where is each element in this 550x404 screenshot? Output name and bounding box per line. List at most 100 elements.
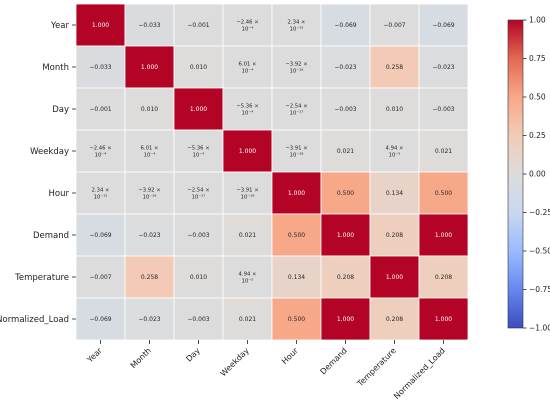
heatmap-cell: [320, 213, 371, 257]
cell-value: 10⁻¹⁸: [290, 152, 304, 159]
heatmap-cell: [369, 87, 420, 131]
heatmap-cell: [75, 129, 126, 173]
heatmap-cell: [418, 213, 469, 257]
heatmap-cell: [173, 129, 224, 173]
heatmap-cell: [124, 255, 175, 299]
cell-value: 10⁻¹⁷: [192, 194, 206, 201]
cell-value: −0.069: [89, 232, 111, 239]
cell-value: 1.000: [92, 22, 109, 29]
cell-value: 1.000: [386, 274, 403, 281]
colorbar-tick-label: −1.00: [529, 324, 550, 333]
heatmap-cell: [369, 255, 420, 299]
colorbar-tick-label: 0.50: [529, 93, 546, 102]
cell-value: 0.208: [386, 316, 403, 323]
cell-value: 0.208: [435, 274, 452, 281]
cell-value: −0.033: [138, 22, 160, 29]
heatmap-cell: [124, 87, 175, 131]
cell-value: 10⁻⁴: [242, 26, 254, 33]
cell-value: 0.208: [337, 274, 354, 281]
row-label: Year: [50, 21, 70, 31]
cell-value: 1.000: [239, 148, 256, 155]
heatmap-cell: [320, 45, 371, 89]
cell-value: −0.069: [432, 22, 454, 29]
cell-value: 10⁻¹⁶: [143, 194, 157, 201]
cell-value: 0.500: [337, 190, 354, 197]
cell-value: −5.36 ×: [187, 146, 209, 152]
row-label: Normalized_Load: [0, 315, 69, 325]
column-label: Hour: [280, 346, 300, 366]
heatmap-cell: [271, 297, 322, 341]
heatmap-cell: [173, 3, 224, 47]
cell-value: 0.500: [288, 232, 305, 239]
cell-value: 0.208: [386, 232, 403, 239]
cell-value: 1.000: [337, 316, 354, 323]
cell-value: −0.003: [187, 316, 209, 323]
cell-value: 0.134: [386, 190, 403, 197]
cell-value: 1.000: [337, 232, 354, 239]
cell-value: 0.010: [190, 64, 207, 71]
heatmap-cell: [369, 129, 420, 173]
column-label: Day: [184, 346, 202, 364]
cell-value: 0.134: [288, 274, 305, 281]
colorbar-tick-label: 0.25: [529, 131, 546, 140]
cell-value: 2.34 ×: [288, 20, 306, 26]
cell-value: 10⁻⁴: [144, 152, 156, 159]
column-label: Year: [85, 346, 105, 366]
cell-value: 6.01 ×: [141, 146, 159, 152]
heatmap-cell: [271, 171, 322, 215]
cell-value: 4.94 ×: [386, 146, 404, 152]
cell-value: 10⁻⁴: [193, 152, 205, 159]
heatmap-cell: [124, 213, 175, 257]
cell-value: 10⁻⁴: [242, 68, 254, 75]
cell-value: 0.021: [239, 232, 256, 239]
row-label: Temperature: [14, 273, 69, 283]
cell-value: 0.500: [288, 316, 305, 323]
row-label: Weekday: [30, 147, 69, 157]
heatmap-cell: [173, 297, 224, 341]
cell-value: −0.069: [334, 22, 356, 29]
cell-value: 0.021: [239, 316, 256, 323]
cell-value: 10⁻⁵: [242, 278, 254, 285]
colorbar-tick-label: 1.00: [529, 16, 546, 25]
cell-value: 1.000: [288, 190, 305, 197]
cell-value: −0.023: [432, 64, 454, 71]
cell-value: −0.003: [334, 106, 356, 113]
cell-value: 1.000: [435, 232, 452, 239]
cell-value: 1.000: [141, 64, 158, 71]
heatmap-cell: [271, 87, 322, 131]
row-labels: Year Month Day Weekday Hour Demand Temperature…: [0, 21, 76, 325]
heatmap-cell: [222, 45, 273, 89]
heatmap-cell: [320, 87, 371, 131]
cell-value: 10⁻¹⁵: [290, 26, 304, 33]
cell-value: −2.54 ×: [187, 188, 209, 194]
cell-value: −2.54 ×: [285, 104, 307, 110]
cell-value: 10⁻¹⁸: [241, 194, 255, 201]
cell-value: 0.021: [337, 148, 354, 155]
heatmap-cell: [222, 87, 273, 131]
heatmap-cell: [271, 255, 322, 299]
cell-value: −0.069: [89, 316, 111, 323]
cell-value: 10⁻⁵: [389, 152, 401, 159]
cell-value: −0.003: [432, 106, 454, 113]
colorbar: 1.00 0.75 0.50 0.25 0.00 −0.25 −0.50 −0.75 −1.00: [507, 16, 550, 333]
heatmap-cell: [222, 129, 273, 173]
heatmap-cell: [124, 3, 175, 47]
cell-value: −5.36 ×: [236, 104, 258, 110]
cell-value: 10⁻⁴: [242, 110, 254, 117]
cell-value: −2.46 ×: [89, 146, 111, 152]
heatmap-cell: [173, 255, 224, 299]
cell-value: 10⁻¹⁵: [94, 194, 108, 201]
heatmap-cells: 1.000 −0.033 −0.001 −2.46 ×10⁻⁴2.34 ×10⁻¹⁵−…: [75, 3, 469, 341]
column-label: Month: [129, 346, 153, 370]
cell-value: 1.000: [190, 106, 207, 113]
colorbar-scale: [507, 19, 524, 329]
row-label: Day: [52, 105, 69, 115]
cell-value: 2.34 ×: [92, 188, 110, 194]
colorbar-tick-label: −0.75: [529, 285, 550, 294]
cell-value: −0.033: [89, 64, 111, 71]
colorbar-tick-label: 0.00: [529, 170, 546, 179]
heatmap-cell: [418, 255, 469, 299]
column-labels: Year Month Day Weekday Hour Demand Temperature…: [85, 340, 447, 401]
heatmap-cell: [418, 3, 469, 47]
cell-value: 10⁻¹⁶: [290, 68, 304, 75]
